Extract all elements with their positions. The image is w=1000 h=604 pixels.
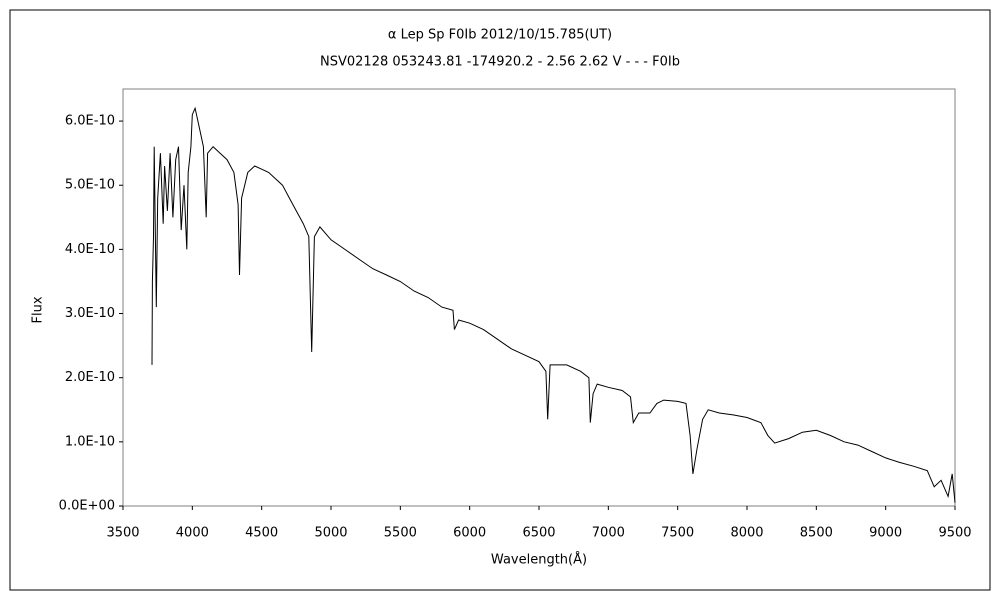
x-axis-label: Wavelength(Å) (491, 552, 587, 568)
x-tick-label: 4500 (245, 526, 278, 541)
x-tick-label: 9500 (938, 526, 971, 541)
y-axis-label: Flux (31, 296, 46, 323)
x-tick-label: 6500 (522, 526, 555, 541)
x-tick-label: 7000 (592, 526, 625, 541)
x-tick-label: 8000 (730, 526, 763, 541)
spectrum-line (151, 106, 956, 503)
y-tick-label: 6.0E-10 (65, 114, 115, 129)
y-tick-label: 3.0E-10 (65, 306, 115, 321)
y-tick-label: 5.0E-10 (65, 178, 115, 193)
chart-subtitle: NSV02128 053243.81 -174920.2 - 2.56 2.62… (320, 55, 680, 70)
y-tick-label: 1.0E-10 (65, 434, 115, 449)
y-tick-label: 2.0E-10 (65, 370, 115, 385)
chart-title: α Lep Sp F0Ib 2012/10/15.785(UT) (388, 28, 612, 43)
y-tick-label: 0.0E+00 (59, 499, 115, 514)
x-tick-label: 8500 (800, 526, 833, 541)
x-tick-label: 6000 (453, 526, 486, 541)
x-tick-label: 7500 (661, 526, 694, 541)
plot-area (122, 88, 956, 507)
x-tick-label: 5500 (384, 526, 417, 541)
y-tick-label: 4.0E-10 (65, 242, 115, 257)
x-tick-label: 9000 (869, 526, 902, 541)
x-tick-label: 4000 (176, 526, 209, 541)
x-tick-label: 5000 (314, 526, 347, 541)
x-tick-label: 3500 (106, 526, 139, 541)
